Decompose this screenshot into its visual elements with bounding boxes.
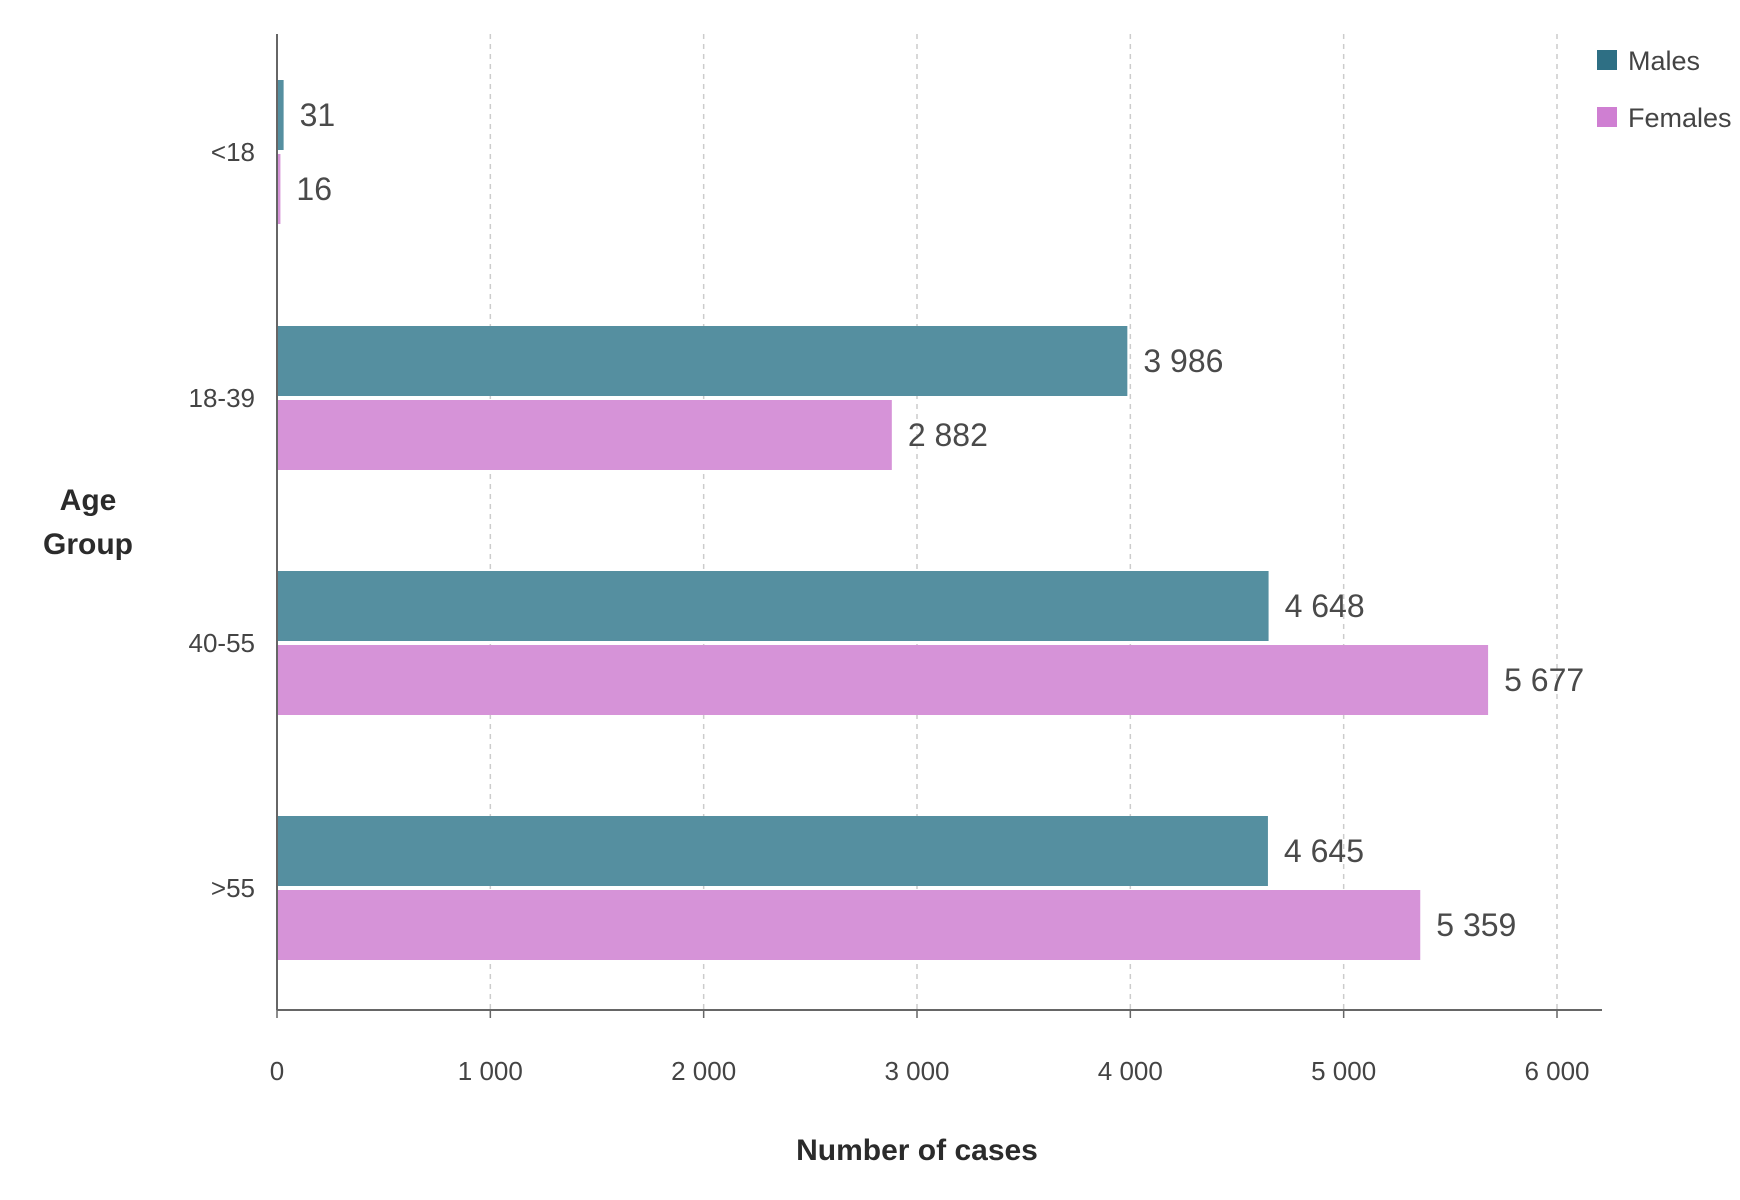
data-label: 3 986 bbox=[1143, 343, 1223, 379]
bar-males-0 bbox=[277, 80, 284, 150]
x-tick-label: 5 000 bbox=[1311, 1056, 1376, 1086]
bar-males-2 bbox=[277, 571, 1269, 641]
bar-females-0 bbox=[277, 154, 281, 224]
legend-label-males: Males bbox=[1628, 46, 1700, 76]
y-category-label: >55 bbox=[211, 873, 255, 903]
bar-males-1 bbox=[277, 326, 1128, 396]
data-label: 4 648 bbox=[1285, 588, 1365, 624]
data-label: 5 359 bbox=[1436, 907, 1516, 943]
legend-swatch-males bbox=[1597, 50, 1617, 70]
y-category-label: <18 bbox=[211, 137, 255, 167]
y-axis-title-line-2: Group bbox=[43, 528, 133, 561]
x-tick-label: 1 000 bbox=[458, 1056, 523, 1086]
x-tick-label: 0 bbox=[270, 1056, 284, 1086]
bar-females-3 bbox=[277, 890, 1421, 960]
x-tick-label: 3 000 bbox=[884, 1056, 949, 1086]
data-label: 16 bbox=[296, 171, 332, 207]
legend-swatch-females bbox=[1597, 107, 1617, 127]
bars bbox=[277, 80, 1489, 960]
y-axis-title-line-1: Age bbox=[60, 484, 117, 517]
axes bbox=[276, 34, 1602, 1018]
y-category-label: 18-39 bbox=[189, 383, 256, 413]
x-tick-label: 6 000 bbox=[1524, 1056, 1589, 1086]
bar-females-1 bbox=[277, 400, 892, 470]
data-label: 31 bbox=[300, 97, 336, 133]
x-axis-title: Number of cases bbox=[796, 1134, 1038, 1167]
bar-males-3 bbox=[277, 816, 1268, 886]
legend-label-females: Females bbox=[1628, 103, 1732, 133]
data-label: 2 882 bbox=[908, 417, 988, 453]
y-category-label: 40-55 bbox=[189, 628, 256, 658]
data-label: 4 645 bbox=[1284, 833, 1364, 869]
data-label: 5 677 bbox=[1504, 662, 1584, 698]
bar-females-2 bbox=[277, 645, 1489, 715]
legend: Males Females bbox=[1597, 46, 1732, 133]
x-tick-label: 4 000 bbox=[1098, 1056, 1163, 1086]
labels: 0 1 000 2 000 3 000 4 000 5 000 6 000 31 16 <18 3 … bbox=[189, 97, 1590, 1086]
x-tick-label: 2 000 bbox=[671, 1056, 736, 1086]
